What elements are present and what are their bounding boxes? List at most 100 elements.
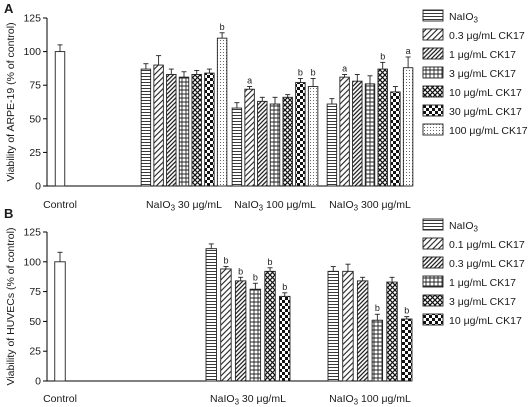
- panel-letter: B: [4, 206, 13, 221]
- bar: [282, 96, 293, 187]
- bar: [231, 107, 243, 187]
- legend-swatch: [422, 85, 444, 98]
- y-tick-label: 0: [35, 181, 41, 193]
- significance-mark: b: [311, 67, 316, 77]
- y-tick-label: 50: [29, 113, 41, 125]
- legend-swatch: [422, 218, 444, 231]
- legend-label: 30 μg/mL CK17: [449, 106, 522, 118]
- bar: [140, 68, 152, 187]
- legend-label: 100 μg/mL CK17: [449, 125, 528, 137]
- legend-label: 0.3 μg/mL CK17: [449, 30, 525, 42]
- legend-swatch: [422, 66, 444, 79]
- group-label: NaIO3​ 30 μg/mL: [210, 393, 286, 407]
- bar: [386, 281, 398, 382]
- y-tick-label: 0: [35, 376, 41, 388]
- y-tick-label: 75: [29, 286, 41, 298]
- significance-mark: b: [282, 282, 287, 292]
- group-label: NaIO3​ 100 μg/mL: [329, 393, 411, 407]
- bar: [234, 280, 247, 382]
- y-tick-label: 100: [23, 256, 41, 268]
- bar: [295, 82, 306, 187]
- significance-mark: b: [404, 306, 409, 316]
- significance-mark: a: [247, 76, 252, 86]
- bar: [390, 91, 401, 187]
- group-label: Control: [43, 199, 77, 211]
- y-tick-label: 25: [29, 147, 41, 159]
- significance-mark: b: [223, 256, 228, 266]
- significance-mark: b: [238, 266, 243, 276]
- legend-label: 3 μg/mL CK17: [449, 68, 516, 80]
- bar: [244, 88, 255, 187]
- bar: [249, 288, 262, 382]
- bar: [401, 318, 413, 382]
- legend-label: 1 μg/mL CK17: [449, 49, 516, 61]
- y-tick-label: 75: [29, 80, 41, 92]
- bar: [191, 73, 202, 187]
- legend-swatch: [422, 104, 444, 117]
- bar: [269, 103, 281, 187]
- legend-label: 3 μg/mL CK17: [449, 296, 516, 308]
- legend-swatch: [422, 47, 444, 60]
- bar: [342, 270, 354, 382]
- panel-letter: A: [4, 1, 14, 16]
- group-label: NaIO3​ 300 μg/mL: [329, 199, 411, 213]
- legend-label: 10 μg/mL CK17: [449, 315, 522, 327]
- legend-label: 0.1 μg/mL CK17: [449, 239, 525, 251]
- bar: [204, 72, 215, 187]
- bar: [371, 319, 384, 382]
- y-tick-label: 125: [23, 227, 41, 239]
- significance-mark: b: [375, 303, 380, 313]
- bar: [377, 68, 388, 187]
- bar: [166, 73, 177, 187]
- bar: [205, 248, 217, 382]
- significance-mark: b: [380, 51, 385, 61]
- legend-swatch: [422, 237, 444, 250]
- bar: [54, 261, 66, 382]
- bar: [54, 51, 66, 187]
- y-tick-label: 50: [29, 316, 41, 328]
- bar: [356, 280, 369, 382]
- bar: [279, 295, 291, 382]
- significance-mark: b: [298, 67, 303, 77]
- y-tick-label: 125: [23, 13, 41, 25]
- bar: [352, 80, 363, 187]
- significance-mark: b: [268, 257, 273, 267]
- legend-swatch: [422, 294, 444, 307]
- legend-swatch: [422, 313, 444, 326]
- group-label: Control: [43, 393, 77, 405]
- significance-mark: a: [342, 63, 347, 73]
- legend-label: 10 μg/mL CK17: [449, 87, 522, 99]
- bar: [339, 76, 350, 187]
- group-label: NaIO3​ 30 μg/mL: [146, 199, 222, 213]
- y-axis-title: Viability of ARPE-19 (% of control): [5, 22, 17, 181]
- legend-label: NaIO3​: [449, 11, 479, 25]
- bar: [326, 103, 338, 187]
- bar: [220, 268, 232, 382]
- bar: [178, 76, 190, 187]
- legend-label: NaIO3​: [449, 220, 479, 234]
- y-tick-label: 25: [29, 346, 41, 358]
- bar: [402, 67, 414, 187]
- y-tick-label: 100: [23, 46, 41, 58]
- legend-label: 1 μg/mL CK17: [449, 277, 516, 289]
- chart-panel-a: A 0 25 50 75 100 125 Viability of ARPE-19 (% o…: [4, 1, 528, 213]
- significance-mark: b: [220, 22, 225, 32]
- bar: [216, 37, 228, 187]
- legend-swatch: [422, 256, 444, 269]
- chart-panel-b: B 0 25 50 75 100 125 Viability of HUVECs (% of…: [4, 206, 525, 407]
- bar: [264, 270, 276, 382]
- legend-swatch: [422, 9, 444, 22]
- y-axis-title: Viability of HUVECs (% of control): [5, 228, 17, 386]
- legend-swatch: [422, 28, 444, 41]
- legend-label: 0.3 μg/mL CK17: [449, 258, 525, 270]
- bar: [153, 64, 164, 187]
- bar: [257, 100, 268, 187]
- bar: [364, 83, 376, 187]
- bar: [327, 270, 339, 382]
- legend-swatch: [422, 275, 444, 288]
- group-label: NaIO3​ 100 μg/mL: [234, 199, 316, 213]
- legend-swatch: [422, 123, 444, 136]
- significance-mark: b: [253, 272, 258, 282]
- bar: [307, 86, 319, 187]
